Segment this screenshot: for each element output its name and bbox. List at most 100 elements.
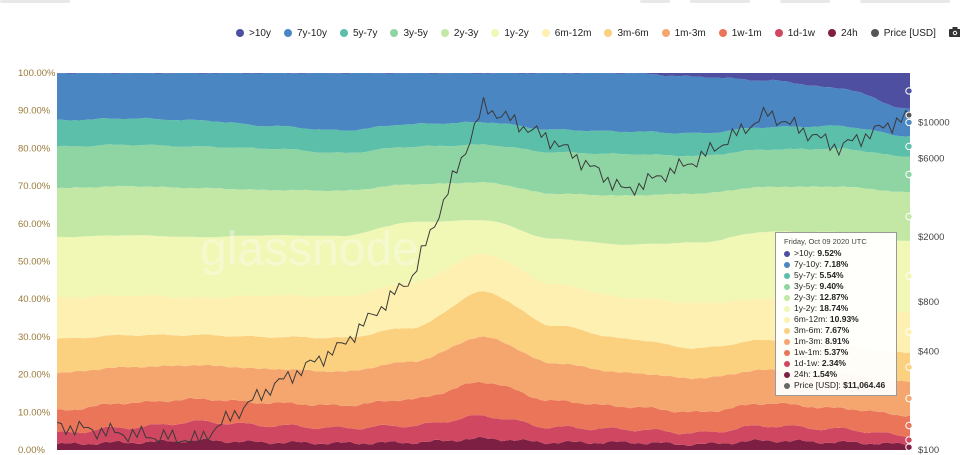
area-band-24h	[57, 436, 910, 450]
tooltip-value: 18.74%	[817, 303, 849, 313]
tooltip-row: 24h: 1.54%	[784, 369, 890, 380]
tooltip-value: 1.54%	[810, 369, 838, 379]
legend-item[interactable]: 1d-1w	[774, 27, 815, 39]
legend-label: 6m-12m	[554, 27, 592, 39]
y-tick-label-right: $10000	[918, 117, 950, 128]
tooltip-dot	[784, 338, 790, 345]
legend-label: 1y-2y	[504, 27, 529, 39]
legend-label: 7y-10y	[296, 27, 327, 39]
area-band-1w-1m	[57, 381, 910, 437]
area-band--10y	[57, 73, 910, 109]
tooltip-value: 5.54%	[817, 270, 844, 280]
tooltip-dot	[784, 360, 790, 367]
hover-marker	[905, 394, 913, 403]
tooltip-value: 5.37%	[821, 347, 849, 357]
area-band-1d-1w	[57, 415, 910, 446]
area-band-7y-10y	[57, 73, 910, 137]
tooltip-value: 10.93%	[827, 314, 859, 324]
legend-dot	[870, 29, 879, 37]
tooltip-label: 1m-3m:	[794, 336, 823, 346]
y-tick-label-left: 10.00%	[18, 407, 51, 418]
legend-dot	[440, 29, 449, 37]
legend-item[interactable]: 7y-10y	[283, 27, 327, 39]
legend-item[interactable]: 3m-6m	[604, 28, 649, 39]
y-tick-label-left: 70.00%	[18, 181, 51, 192]
y-tick-label-left: 90.00%	[18, 106, 51, 117]
legend-dot	[828, 29, 836, 37]
area-band-6m-12m	[57, 253, 910, 353]
legend-label: 1d-1w	[787, 27, 815, 39]
legend-item[interactable]: 3y-5y	[390, 27, 428, 39]
y-tick-label-right: $2000	[918, 232, 944, 243]
tooltip-dot	[784, 382, 790, 389]
legend-item[interactable]: 1y-2y	[491, 27, 529, 39]
hover-marker	[905, 328, 913, 336]
legend-item[interactable]: Price [USD]	[870, 27, 936, 39]
hover-marker	[905, 170, 913, 179]
legend-label: 2y-3y	[453, 27, 479, 39]
y-tick-label-right: $400	[918, 346, 939, 357]
tooltip-row: 6m-12m: 10.93%	[784, 314, 890, 325]
tooltip-label: 24h:	[794, 369, 811, 379]
hover-marker	[905, 363, 913, 371]
tooltip-dot	[784, 327, 790, 334]
tooltip-row: >10y: 9.52%	[784, 248, 890, 259]
tooltip-value: $11,064.46	[840, 380, 886, 390]
legend-item[interactable]: >10y	[236, 28, 271, 39]
y-tick-label-left: 40.00%	[18, 294, 51, 305]
area-band-5y-7y	[57, 117, 910, 157]
legend-item[interactable]: 1w-1m	[718, 28, 762, 39]
legend-dot	[339, 29, 348, 37]
price-hover-marker	[905, 111, 913, 119]
tooltip-dot	[784, 250, 790, 257]
hover-marker	[905, 443, 913, 451]
tooltip-dot	[784, 371, 790, 378]
hover-marker	[905, 421, 913, 430]
legend-label: 5y-7y	[352, 27, 378, 39]
legend-item[interactable]: 2y-3y	[440, 27, 479, 39]
tooltip-row: 5y-7y: 5.54%	[784, 270, 890, 281]
watermark: glassnode	[200, 223, 419, 276]
y-tick-label-left: 60.00%	[18, 219, 51, 230]
tooltip-value: 2.34%	[819, 358, 846, 368]
legend-label: 1m-3m	[674, 27, 706, 39]
legend-item[interactable]: 6m-12m	[541, 27, 592, 39]
camera-icon[interactable]	[948, 24, 960, 42]
tooltip-row: 1m-3m: 8.91%	[784, 336, 890, 347]
legend-label: >10y	[249, 27, 271, 39]
area-band-3y-5y	[57, 144, 910, 196]
y-tick-label-left: 30.00%	[18, 332, 51, 343]
legend-label: Price [USD]	[883, 27, 936, 39]
legend-item[interactable]: 5y-7y	[339, 27, 378, 39]
legend-label: 24h	[841, 27, 858, 39]
y-tick-label-left: 20.00%	[18, 370, 51, 381]
tooltip-value: 9.52%	[815, 248, 842, 258]
hover-marker	[905, 436, 913, 444]
y-tick-label-left: 80.00%	[18, 143, 51, 154]
chart-tooltip: Friday, Oct 09 2020 UTC >10y: 9.52% 7y-10…	[775, 232, 897, 396]
tooltip-dot	[784, 349, 790, 356]
tooltip-row: 7y-10y: 7.18%	[784, 259, 890, 270]
hover-marker	[905, 87, 913, 95]
top-toolbar-strip	[0, 0, 960, 4]
tooltip-row: 3y-5y: 9.40%	[784, 281, 890, 292]
area-band-1y-2y	[57, 220, 910, 313]
tooltip-label: 3m-6m:	[794, 325, 823, 335]
tooltip-label: 1w-1m:	[794, 347, 822, 357]
tooltip-dot	[784, 305, 790, 312]
tooltip-value: 7.67%	[822, 325, 850, 335]
legend-label: 3y-5y	[403, 27, 428, 39]
tooltip-value: 12.87%	[817, 292, 849, 302]
tooltip-date: Friday, Oct 09 2020 UTC	[784, 237, 867, 246]
y-tick-label-left: 100.00%	[18, 68, 56, 79]
legend-item[interactable]: 1m-3m	[661, 27, 706, 39]
tooltip-dot	[784, 294, 790, 301]
legend-dot	[390, 29, 399, 37]
tooltip-value: 8.91%	[822, 336, 850, 346]
legend-dot	[718, 29, 727, 37]
legend-item[interactable]: 24h	[828, 28, 858, 39]
tooltip-row: 1w-1m: 5.37%	[784, 347, 890, 358]
tooltip-dot	[784, 261, 790, 268]
hover-marker	[905, 142, 913, 151]
